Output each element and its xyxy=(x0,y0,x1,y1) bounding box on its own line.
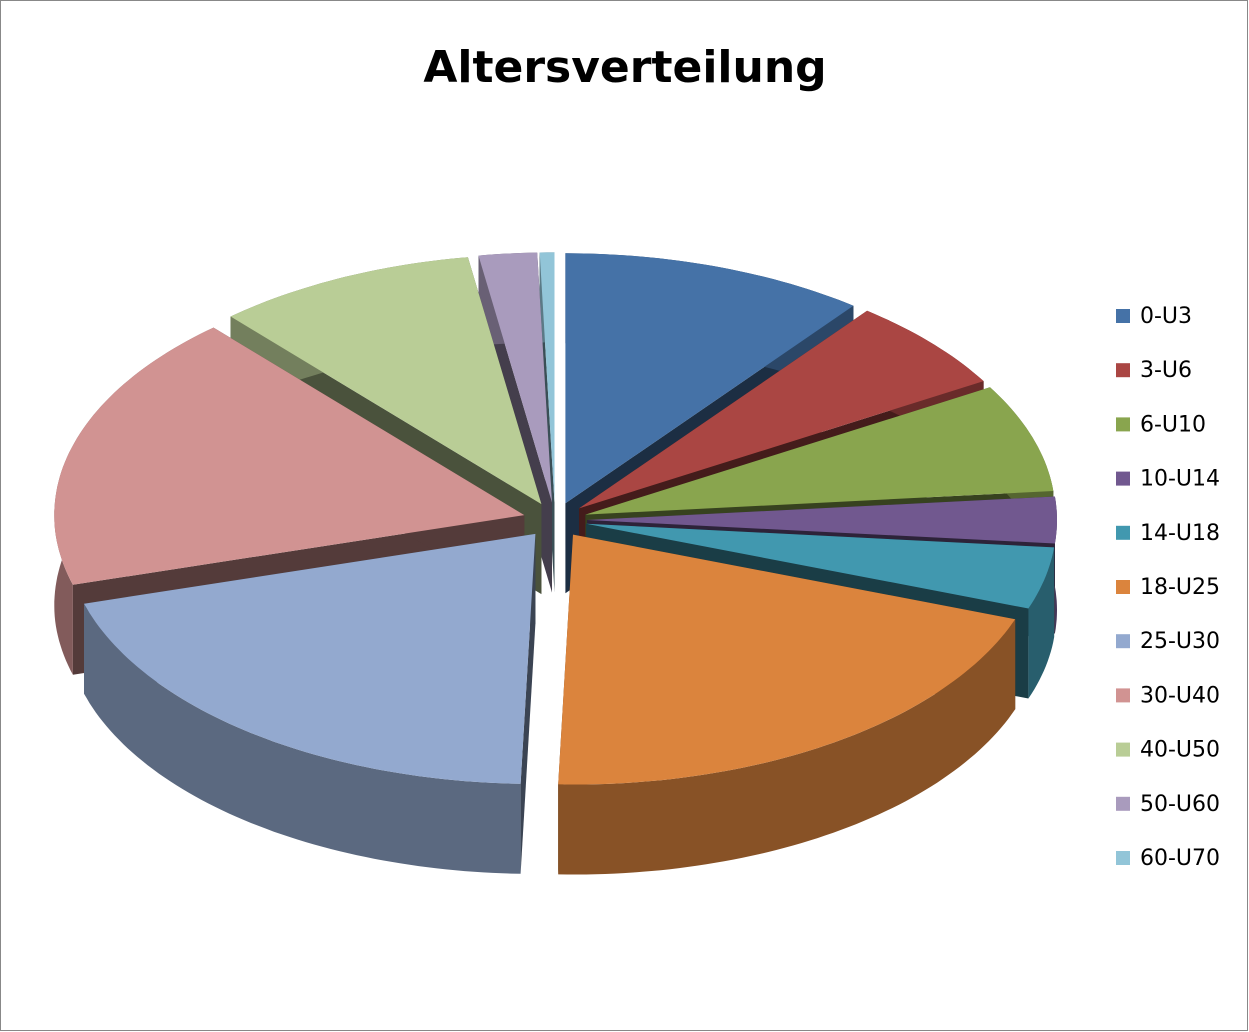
slice xyxy=(558,534,1016,785)
legend-label: 60-U70 xyxy=(1140,846,1220,871)
legend-swatch xyxy=(1116,742,1130,757)
legend-label: 3-U6 xyxy=(1140,358,1192,383)
legend-label: 50-U60 xyxy=(1140,792,1220,817)
slice xyxy=(579,310,984,509)
legend-swatch xyxy=(1116,417,1130,432)
legend-swatch xyxy=(1116,796,1130,811)
slice xyxy=(539,252,555,503)
legend-swatch xyxy=(1116,580,1130,594)
legend-label: 18-U25 xyxy=(1140,575,1220,600)
slice xyxy=(84,533,536,784)
slice xyxy=(585,387,1054,515)
slice xyxy=(587,496,1057,544)
legend-label: 25-U30 xyxy=(1140,629,1220,654)
legend-swatch xyxy=(1116,363,1130,378)
legend-label: 0-U3 xyxy=(1140,304,1192,329)
slice xyxy=(230,257,542,505)
legend-swatch xyxy=(1116,688,1130,703)
chart-title: Altersverteilung xyxy=(423,42,826,93)
legend-swatch xyxy=(1116,525,1130,540)
legend-label: 14-U18 xyxy=(1140,521,1220,546)
slice xyxy=(565,253,854,504)
legend-label: 40-U50 xyxy=(1140,738,1220,763)
legend-label: 6-U10 xyxy=(1140,412,1206,437)
slice-outer-side xyxy=(1028,547,1055,699)
slice-outer-side xyxy=(84,603,521,874)
legend-swatch xyxy=(1116,851,1130,865)
legend-label: 10-U14 xyxy=(1140,467,1220,492)
slice xyxy=(586,523,1055,609)
slice xyxy=(54,327,525,585)
slice-outer-side xyxy=(558,619,1016,875)
legend-label: 30-U40 xyxy=(1140,683,1220,708)
legend-swatch xyxy=(1116,471,1130,486)
legend-swatch xyxy=(1116,634,1130,649)
legend-swatch xyxy=(1116,309,1130,323)
slice xyxy=(478,252,552,503)
slice-tops xyxy=(54,252,1057,785)
